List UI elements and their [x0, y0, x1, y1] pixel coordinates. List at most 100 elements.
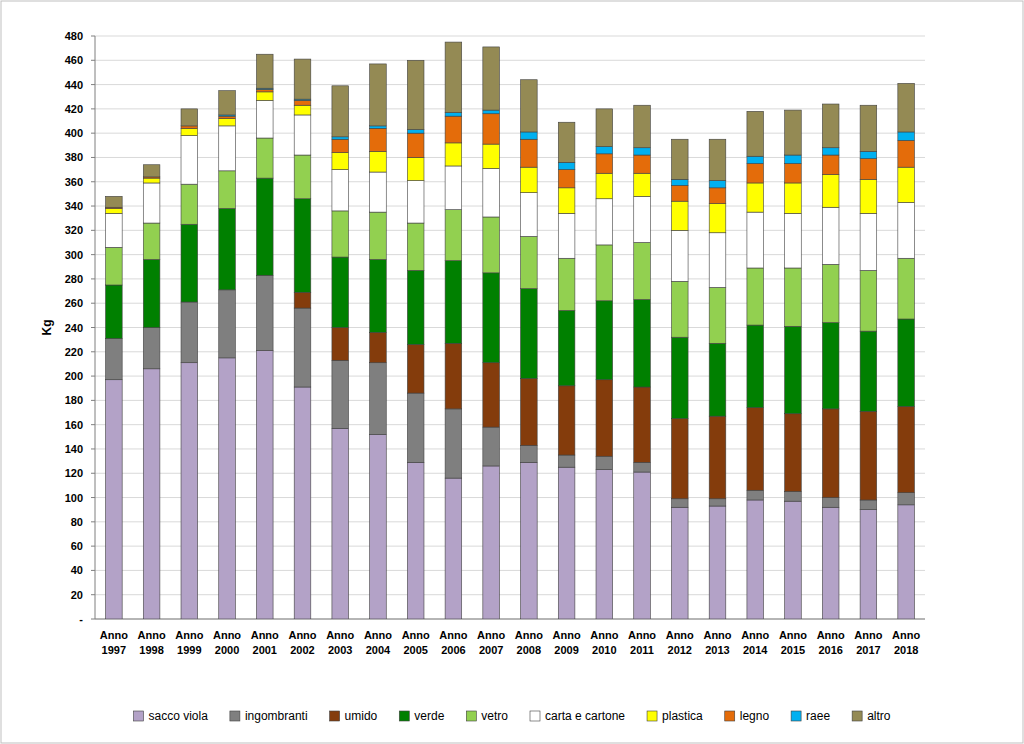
- bar-segment: [256, 138, 273, 178]
- tick-label: 100: [65, 492, 83, 504]
- category-label: Anno2009: [553, 629, 581, 656]
- bar-segment: [785, 501, 802, 619]
- bar-segment: [483, 466, 500, 619]
- bar-segment: [181, 363, 198, 619]
- tick-label: 160: [65, 419, 83, 431]
- category-label-line: Anno: [175, 629, 203, 641]
- bar-segment: [332, 153, 349, 170]
- bar-segment: [898, 505, 915, 619]
- bar-segment: [822, 148, 839, 155]
- bar-segment: [747, 183, 764, 212]
- bar-segment: [256, 54, 273, 88]
- bar-segment: [256, 92, 273, 101]
- legend-item: plastica: [647, 709, 703, 723]
- bar-segment: [860, 331, 877, 411]
- bar-segment: [634, 105, 651, 148]
- bar-segment: [785, 268, 802, 326]
- bar-segment: [747, 212, 764, 268]
- bar-segment: [407, 345, 424, 394]
- bar-segment: [219, 208, 236, 289]
- bar-segment: [181, 109, 198, 126]
- category-label-line: 2012: [668, 644, 692, 656]
- bar-segment: [256, 89, 273, 91]
- legend-swatch: [791, 711, 801, 721]
- bar-segment: [143, 183, 160, 223]
- bar-segment: [634, 472, 651, 619]
- bar-segment: [860, 159, 877, 180]
- bar-segment: [822, 264, 839, 322]
- category-label-line: 2018: [894, 644, 918, 656]
- bar-segment: [596, 147, 613, 154]
- bar-segment: [521, 236, 538, 288]
- bar-segment: [370, 259, 387, 332]
- category-label-line: 2013: [705, 644, 729, 656]
- bar-segment: [671, 499, 688, 508]
- tick-label: 240: [65, 322, 83, 334]
- bar-segment: [256, 178, 273, 275]
- tick-mark: [91, 303, 95, 304]
- bar-segment: [483, 168, 500, 217]
- bar-segment: [294, 387, 311, 619]
- bar-segment: [671, 179, 688, 185]
- bar-segment: [898, 202, 915, 258]
- bar-segment: [294, 59, 311, 99]
- tick-label: 360: [65, 176, 83, 188]
- legend-item: legno: [725, 709, 770, 723]
- legend-swatch: [466, 711, 476, 721]
- tick-label: 480: [65, 30, 83, 42]
- bar-segment: [596, 173, 613, 199]
- category-label: Anno2003: [326, 629, 354, 656]
- bar-segment: [860, 510, 877, 619]
- bar-segment: [106, 213, 123, 247]
- legend-label: ingombranti: [245, 709, 308, 723]
- bar-segment: [596, 199, 613, 245]
- legend-swatch: [134, 711, 144, 721]
- tick-label: 320: [65, 224, 83, 236]
- category-label-line: 2002: [290, 644, 314, 656]
- bar-segment: [483, 110, 500, 114]
- bar-segment: [521, 167, 538, 193]
- category-label-line: 2014: [743, 644, 768, 656]
- bar-segment: [483, 273, 500, 363]
- bar-segment: [256, 351, 273, 619]
- bar-segment: [898, 83, 915, 132]
- bar-segment: [143, 328, 160, 369]
- tick-label: 280: [65, 273, 83, 285]
- legend: sacco violaingombrantiumidoverdevetrocar…: [134, 709, 891, 723]
- bar-segment: [445, 210, 462, 261]
- bar-segment: [860, 151, 877, 158]
- bar-segment: [294, 105, 311, 115]
- category-label-line: Anno: [553, 629, 581, 641]
- bar-segment: [370, 434, 387, 619]
- legend-label: legno: [740, 709, 770, 723]
- bar-segment: [445, 409, 462, 478]
- bar-segment: [407, 157, 424, 180]
- bar-segment: [483, 427, 500, 466]
- bar-segment: [143, 165, 160, 177]
- category-label-line: 1999: [177, 644, 201, 656]
- bar-segment: [709, 139, 726, 180]
- bar-segment: [822, 207, 839, 264]
- bar-segment: [747, 111, 764, 156]
- bar-segment: [596, 456, 613, 469]
- bar-segment: [596, 245, 613, 301]
- bar-segment: [332, 360, 349, 428]
- category-label-line: 2010: [592, 644, 616, 656]
- bar-segment: [709, 416, 726, 499]
- bar-segment: [332, 257, 349, 327]
- bar-segment: [445, 113, 462, 117]
- bar-segment: [860, 105, 877, 151]
- category-label: Anno2015: [779, 629, 807, 656]
- tick-mark: [91, 181, 95, 182]
- category-label-line: 2007: [479, 644, 503, 656]
- bar-segment: [558, 467, 575, 619]
- tick-label: 40: [71, 564, 83, 576]
- bar-segment: [181, 224, 198, 302]
- category-label-line: Anno: [590, 629, 618, 641]
- bar-segment: [143, 178, 160, 183]
- legend-label: altro: [867, 709, 891, 723]
- bar-segment: [483, 217, 500, 273]
- legend-label: umido: [345, 709, 378, 723]
- bar-segment: [181, 126, 198, 128]
- category-label: Anno2018: [892, 629, 920, 656]
